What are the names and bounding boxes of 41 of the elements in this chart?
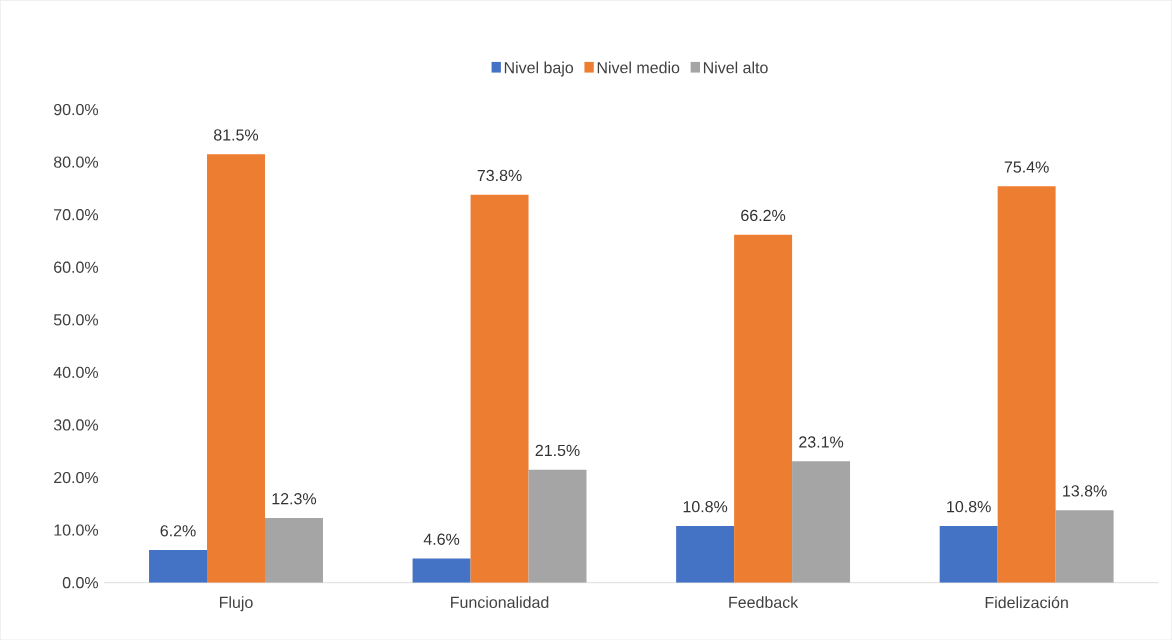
y-tick-label: 40.0% [53,366,99,378]
bar [207,154,265,583]
data-label: 23.1% [799,436,844,448]
y-tick-label: 70.0% [54,208,99,221]
x-tick-label: Funcionalidad [451,596,549,608]
data-label: 12.3% [272,492,317,505]
data-label: 73.8% [477,169,522,181]
bar [412,558,471,583]
legend-label: Nivel alto [703,61,768,74]
y-tick-label: 50.0% [53,314,99,326]
y-tick-label: 80.0% [53,156,99,168]
data-label: 10.8% [683,500,728,513]
data-label: 81.5% [214,129,259,141]
bar [734,234,793,583]
y-tick-label: 20.0% [54,471,99,484]
y-tick-label: 90.0% [54,103,99,116]
x-tick-label: Fidelización [985,596,1068,609]
data-label: 66.2% [741,209,786,221]
bar [792,461,851,583]
x-tick-label: Flujo [219,596,253,612]
bar [264,517,323,583]
y-tick-label: 10.0% [54,524,99,536]
bar [528,469,587,583]
legend-label: Nivel bajo [504,61,574,77]
data-label: 21.5% [535,444,580,456]
bar [939,525,998,583]
bar [676,525,735,583]
data-label: 4.6% [423,533,460,545]
legend-label: Nivel medio [597,61,680,74]
y-tick-label: 60.0% [54,261,99,273]
bar [997,186,1056,583]
bar [470,194,529,583]
y-tick-label: 0.0% [62,576,99,589]
data-label: 13.8% [1063,485,1107,497]
data-label: 75.4% [1004,161,1049,173]
bar [1055,510,1114,583]
bar [149,549,208,583]
data-label: 6.2% [160,525,196,537]
data-label: 10.8% [947,500,991,513]
x-tick-label: Feedback [729,596,799,608]
y-tick-label: 30.0% [53,419,99,431]
